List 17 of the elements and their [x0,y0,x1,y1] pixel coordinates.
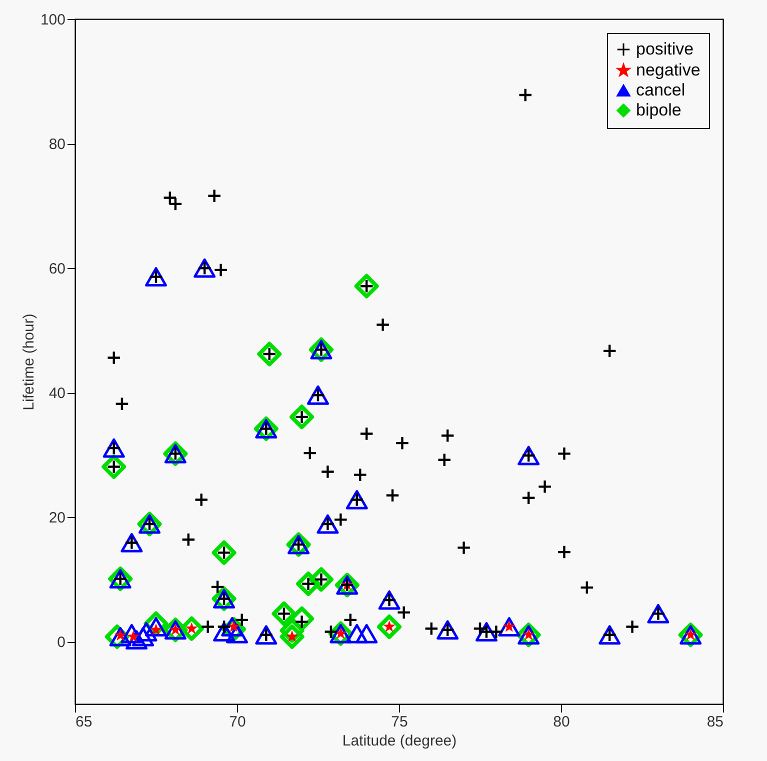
y-axis-title: Lifetime (hour) [20,314,38,410]
x-tick-label: 80 [553,714,570,730]
y-tick-label: 60 [48,260,66,278]
legend-label: positive [636,40,694,58]
legend-label: bipole [636,100,682,120]
y-tick-label: 20 [48,510,66,527]
legend-label: negative [636,60,700,80]
x-tick-label: 65 [76,714,92,730]
y-tick-label: 100 [40,12,66,28]
x-axis-title: Latitude (degree) [342,732,457,750]
legend-label: cancel [636,80,686,100]
y-tick-label: 0 [57,634,66,652]
y-tick-label: 40 [48,385,66,402]
x-tick-label: 70 [229,714,246,730]
x-tick-label: 85 [706,714,724,730]
x-tick-label: 75 [391,714,408,730]
y-tick-label: 80 [48,136,66,154]
